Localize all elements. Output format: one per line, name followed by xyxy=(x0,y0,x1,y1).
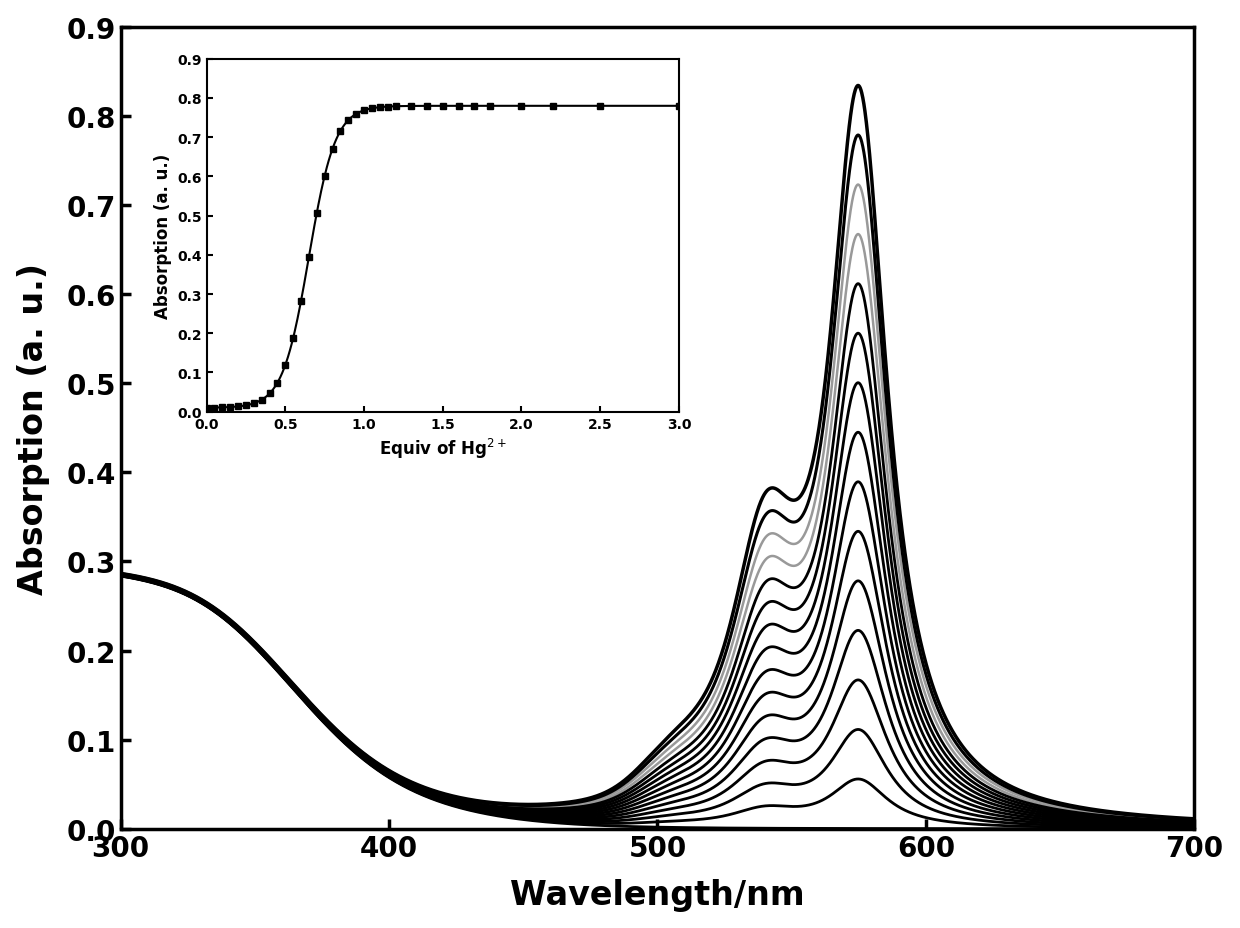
X-axis label: Wavelength/nm: Wavelength/nm xyxy=(510,879,805,911)
Y-axis label: Absorption (a. u.): Absorption (a. u.) xyxy=(16,263,50,594)
